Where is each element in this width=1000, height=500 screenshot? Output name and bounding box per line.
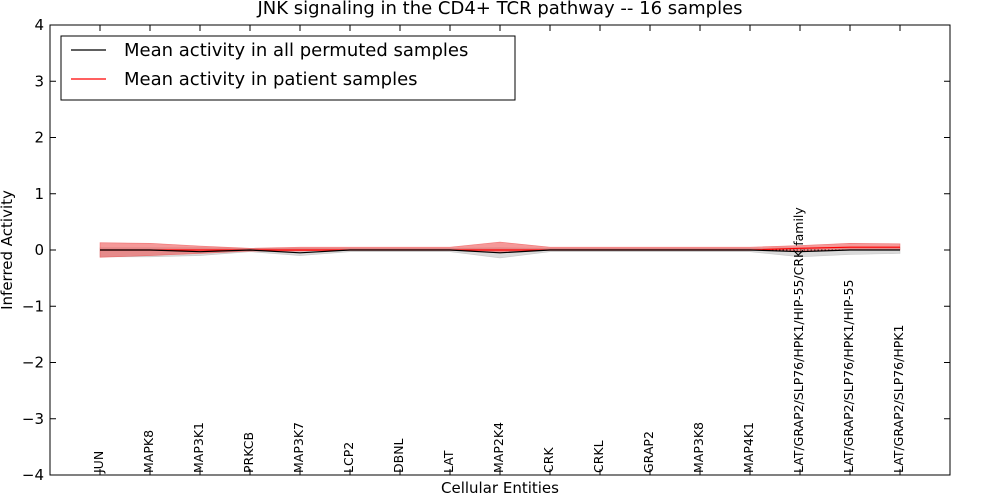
y-tick-label: −1	[22, 297, 44, 315]
category-label: CRK	[541, 447, 556, 473]
category-label: LAT/GRAP2/SLP76/HPK1	[891, 325, 906, 473]
legend: Mean activity in all permuted samples Me…	[60, 35, 516, 101]
category-label: LAT/GRAP2/SLP76/HPK1/HIP-55/CRK family	[791, 207, 806, 473]
y-tick-label: −3	[22, 410, 44, 428]
y-tick-label: 4	[34, 16, 44, 34]
category-label: MAP3K8	[691, 422, 706, 473]
y-axis-ticks: 4 3 2 1 0 −1 −2 −3 −4	[22, 16, 950, 484]
category-label: LAT/GRAP2/SLP76/HPK1/HIP-55	[841, 280, 856, 473]
legend-label-permuted: Mean activity in all permuted samples	[124, 40, 468, 61]
series-lines	[100, 246, 900, 254]
category-label: PRKCB	[241, 432, 256, 473]
series-line-permuted	[100, 249, 900, 254]
y-tick-label: −4	[22, 466, 44, 484]
category-label: GRAP2	[641, 431, 656, 473]
y-tick-label: 0	[34, 241, 44, 259]
y-tick-label: 1	[34, 185, 44, 203]
category-label: LCP2	[341, 442, 356, 473]
y-tick-label: 2	[34, 129, 44, 147]
category-label: MAP2K4	[491, 422, 506, 473]
category-label: DBNL	[391, 438, 406, 473]
category-label: LAT	[441, 450, 456, 473]
y-tick-label: 3	[34, 72, 44, 90]
x-axis-label: Cellular Entities	[441, 479, 559, 497]
category-label: MAP3K1	[191, 422, 206, 473]
category-label: MAPK8	[141, 430, 156, 473]
category-labels: JUN MAPK8 MAP3K1 PRKCB MAP3K7 LCP2 DBNL LAT MAP2…	[91, 207, 906, 474]
x-axis-ticks	[99, 25, 901, 475]
category-label: MAP4K1	[741, 422, 756, 473]
chart-title: JNK signaling in the CD4+ TCR pathway --…	[256, 0, 742, 19]
category-label: CRKL	[591, 440, 606, 473]
legend-label-patient: Mean activity in patient samples	[124, 69, 418, 90]
y-tick-label: −2	[22, 354, 44, 372]
y-axis-label: Inferred Activity	[0, 190, 16, 310]
category-label: MAP3K7	[291, 422, 306, 473]
category-label: JUN	[91, 451, 106, 474]
legend-box	[60, 35, 516, 101]
